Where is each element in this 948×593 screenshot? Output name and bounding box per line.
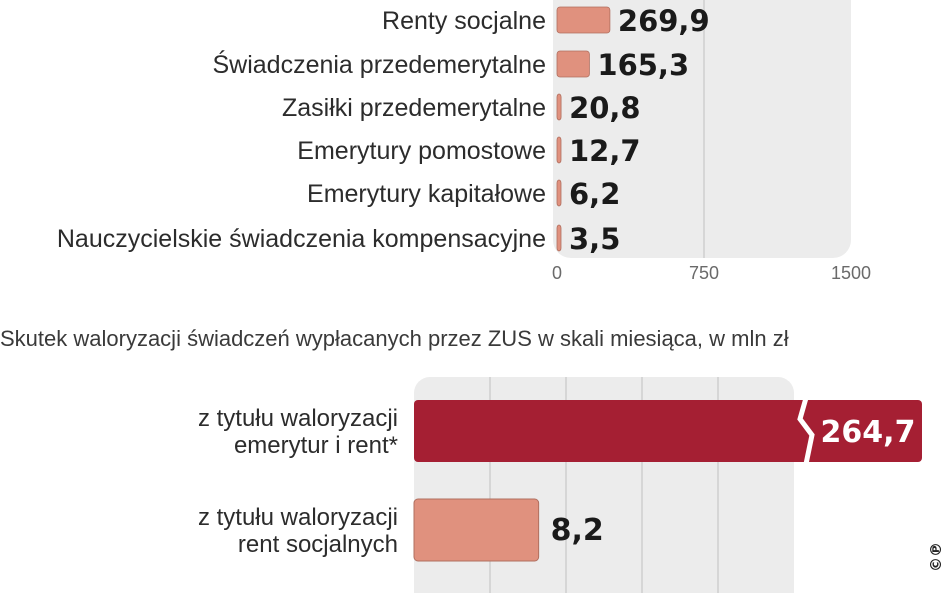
- chart1-bars: [556, 6, 611, 252]
- chart1-bar: [556, 179, 562, 207]
- chart1-bar: [556, 6, 611, 34]
- chart2-category-label: emerytur i rent*: [234, 432, 398, 459]
- chart1-value-label: 165,3: [597, 48, 689, 82]
- chart2-bar: [414, 400, 922, 462]
- chart1-bar: [556, 93, 562, 121]
- chart2-bar: [413, 498, 540, 562]
- chart1-values: 269,9 165,3 20,8 12,7 6,2 3,5: [569, 4, 710, 256]
- chart2-category-label: z tytułu waloryzacji: [198, 504, 398, 531]
- chart2-values: 264,7 8,2: [551, 415, 916, 548]
- chart1-tick-label: 0: [552, 263, 562, 283]
- chart1-plot-area: [553, 0, 851, 258]
- chart1-bar: [556, 224, 562, 252]
- chart1-value-label: 269,9: [618, 4, 710, 38]
- chart1-category-label: Zasiłki przedemerytalne: [282, 94, 546, 122]
- chart1-tick-label: 1500: [831, 263, 871, 283]
- chart1-category-label: Emerytury pomostowe: [297, 137, 546, 165]
- chart1-category-label: Świadczenia przedemerytalne: [212, 49, 546, 79]
- chart2-title: Skutek waloryzacji świadczeń wypłacanych…: [0, 326, 789, 351]
- chart1-value-label: 12,7: [569, 134, 641, 168]
- chart1-bar: [556, 136, 562, 164]
- chart2-axis-break: [797, 397, 815, 465]
- chart1-value-label: 20,8: [569, 91, 641, 125]
- chart2-category-label: z tytułu waloryzacji: [198, 405, 398, 432]
- chart1-value-label: 6,2: [569, 177, 620, 211]
- chart1-labels: Renty socjalne Świadczenia przedemerytaln…: [57, 7, 546, 253]
- chart1-bar: [556, 50, 590, 78]
- chart1-category-label: Renty socjalne: [382, 7, 546, 35]
- chart1-category-label: Nauczycielskie świadczenia kompensacyjne: [57, 225, 546, 253]
- chart2-value-label: 264,7: [821, 415, 916, 450]
- chart1-category-label: Emerytury kapitałowe: [307, 180, 546, 208]
- chart2-category-label: rent socjalnych: [238, 531, 398, 558]
- chart1-value-label: 3,5: [569, 222, 620, 256]
- chart2-bars: [413, 397, 922, 562]
- chart1-ticks: 0 750 1500: [552, 263, 871, 283]
- copyright-badge: ©℗: [927, 542, 945, 572]
- chart2-value-label: 8,2: [551, 513, 604, 548]
- chart1-tick-label: 750: [689, 263, 719, 283]
